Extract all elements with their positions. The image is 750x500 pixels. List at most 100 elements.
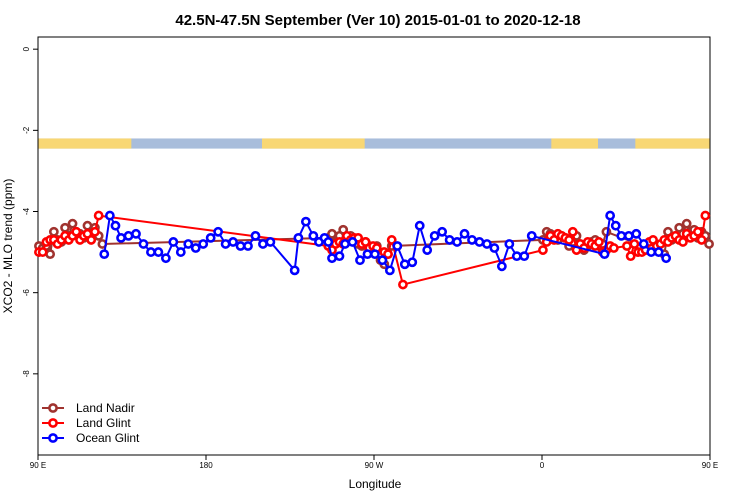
chart-title: 42.5N-47.5N September (Ver 10) 2015-01-0… (175, 12, 580, 29)
land-mask-segment-2 (262, 138, 365, 149)
land-glint-point (594, 237, 604, 247)
ocean-glint-point (511, 251, 522, 262)
ocean-glint-point (220, 239, 231, 249)
land-glint-point (564, 235, 574, 245)
land-nadir-point (45, 249, 56, 260)
ocean-glint-point (323, 237, 334, 247)
land-nadir-point (67, 218, 78, 229)
ocean-glint-point (327, 253, 337, 264)
legend-land-nadir-marker (48, 403, 58, 413)
ocean-mask-band (38, 138, 710, 149)
legend-ocean-glint-marker (48, 433, 58, 443)
ocean-glint-point (638, 239, 649, 249)
ocean-glint-point (123, 230, 134, 241)
land-glint-point (71, 226, 82, 237)
y-tick-label: -6 (22, 289, 31, 297)
ocean-glint-point (474, 237, 485, 247)
land-glint-point (86, 235, 97, 245)
land-nadir-point (681, 218, 692, 229)
ocean-glint-point (496, 261, 507, 272)
land-nadir-point (327, 228, 337, 239)
ocean-glint-point (183, 239, 194, 249)
land-mask-segment-3 (551, 138, 598, 149)
ocean-glint-point (437, 226, 448, 237)
ocean-glint-point (116, 232, 126, 243)
land-mask-segment-4 (635, 138, 710, 149)
y-tick-label: -8 (22, 370, 31, 378)
land-glint-point (93, 210, 104, 221)
ocean-glint-point (459, 228, 470, 239)
ocean-glint-point (258, 239, 268, 249)
land-mask-segment-1 (38, 138, 132, 149)
ocean-glint-point (384, 265, 395, 276)
land-glint-point (700, 210, 711, 221)
land-glint-point (538, 245, 548, 255)
ocean-glint-point (407, 257, 418, 268)
ocean-glint-point (414, 220, 425, 231)
ocean-glint-point (228, 237, 238, 247)
land-glint-point (608, 243, 619, 253)
ocean-glint-point (347, 237, 358, 247)
ocean-glint-point (653, 247, 664, 257)
y-tick-label: 0 (22, 46, 31, 51)
ocean-glint-point (293, 232, 304, 243)
ocean-glint-point (175, 247, 186, 257)
y-tick-label: -4 (22, 207, 31, 215)
land-glint-point (625, 251, 636, 262)
ocean-glint-point (422, 245, 433, 255)
ocean-glint-point (213, 226, 224, 237)
x-tick-label: 0 (540, 461, 545, 470)
ocean-glint-point (235, 241, 246, 251)
land-nadir-point (60, 222, 70, 233)
ocean-glint-point (444, 235, 455, 245)
ocean-glint-point (104, 210, 115, 221)
land-glint-point (398, 279, 408, 290)
ocean-glint-point (205, 232, 216, 243)
land-glint-point (383, 249, 393, 260)
ocean-glint-point (482, 239, 492, 249)
legend-ocean-glint-label: Ocean Glint (76, 431, 140, 445)
ocean-glint-point (289, 265, 300, 276)
ocean-glint-point (99, 249, 110, 260)
x-axis-label: Longitude (349, 477, 402, 491)
legend-land-glint-marker (48, 418, 58, 428)
ocean-glint-point (243, 241, 253, 251)
land-nadir-point (48, 226, 59, 237)
ocean-glint-point (616, 230, 627, 241)
land-glint-point (629, 239, 640, 249)
ocean-glint-point (599, 249, 610, 260)
ocean-glint-point (504, 239, 515, 249)
ocean-glint-point (429, 230, 440, 241)
land-glint-point (696, 235, 707, 245)
ocean-glint-point (146, 247, 156, 257)
ocean-glint-point (646, 247, 657, 257)
ocean-glint-point (467, 235, 477, 245)
ocean-glint-point (340, 239, 350, 249)
ocean-glint-point (377, 255, 388, 266)
ocean-glint-point (355, 255, 365, 266)
x-tick-label: 90 E (702, 461, 718, 470)
ocean-glint-point (631, 228, 642, 239)
ocean-glint-point (489, 243, 500, 253)
land-nadir-point (82, 220, 93, 231)
land-nadir-point (704, 239, 714, 249)
ocean-glint-point (153, 247, 164, 257)
ocean-glint-point (452, 237, 462, 247)
land-glint-point (692, 226, 703, 237)
ocean-glint-point (308, 230, 319, 241)
ocean-glint-point (168, 237, 179, 247)
ocean-glint-point (265, 237, 276, 247)
plot-area: 0 -2 -4 -6 -8 90 E 180 90 W 0 90 E Land NadirLand … (22, 36, 718, 470)
ocean-glint-point (399, 259, 410, 270)
ocean-glint-point (198, 239, 209, 249)
ocean-glint-point (362, 249, 373, 260)
land-glint-point (567, 226, 578, 237)
legend-land-glint-label: Land Glint (76, 416, 131, 430)
ocean-glint-point (623, 230, 634, 241)
ocean-glint-point (605, 210, 616, 221)
ocean-glint-point (392, 241, 403, 251)
land-glint-point (90, 226, 100, 237)
ocean-glint-point (610, 220, 621, 231)
